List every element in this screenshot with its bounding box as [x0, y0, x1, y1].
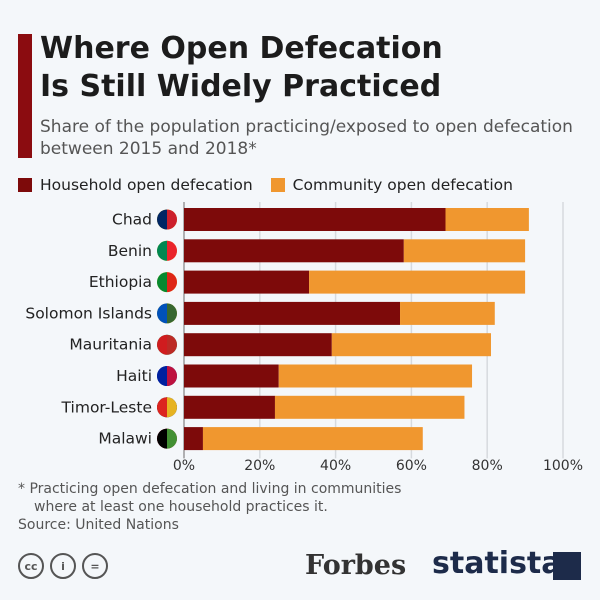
forbes-logo: Forbes — [305, 550, 407, 581]
category-label: Mauritania — [69, 336, 152, 354]
legend-label: Community open defecation — [292, 176, 513, 194]
bar-household — [184, 208, 446, 231]
chart-subtitle: Share of the population practicing/expos… — [40, 117, 573, 159]
bar-community — [278, 364, 473, 388]
bar-household — [184, 333, 332, 357]
bar-household — [184, 239, 404, 263]
source: Source: United Nations — [18, 517, 179, 533]
chart-title: Where Open Defecation Is Still Widely Pra… — [40, 31, 443, 104]
flag-icon-part — [157, 428, 167, 449]
x-tick-label: 80% — [472, 458, 503, 474]
license-icons: cc i = — [18, 553, 108, 579]
bar-household — [184, 301, 401, 325]
legend-label: Household open defecation — [40, 176, 253, 194]
cc-icon: cc — [18, 553, 44, 579]
bar-community — [274, 395, 465, 419]
flag-icon-part — [167, 272, 177, 293]
flag-icon-part — [167, 428, 177, 449]
bar-community — [400, 301, 495, 325]
category-label: Malawi — [98, 430, 152, 448]
legend-swatch — [270, 178, 285, 192]
flag-icon-part — [167, 397, 177, 418]
flag-icon-part — [157, 303, 167, 324]
category-label: Chad — [112, 211, 152, 229]
legend: Household open defecation Community open… — [18, 176, 513, 194]
x-tick-label: 60% — [396, 458, 427, 474]
category-label: Ethiopia — [89, 273, 152, 291]
flag-icon-part — [157, 366, 167, 386]
x-tick-label: 0% — [173, 458, 195, 474]
x-tick-label: 20% — [244, 458, 275, 474]
bar-household — [184, 364, 279, 388]
category-label: Haiti — [116, 367, 152, 385]
flag-icon-part — [167, 303, 177, 324]
legend-swatch — [18, 178, 32, 192]
bar-household — [184, 427, 203, 451]
flag-icon-part — [167, 366, 177, 386]
bar-household — [184, 270, 310, 294]
category-label: Benin — [108, 242, 152, 260]
bar-chart: 0% 20% 40% 60% 80% 100% Chad Benin Ethiopia Solom… — [25, 202, 583, 474]
by-icon: i — [50, 553, 76, 579]
category-label: Timor-Leste — [61, 398, 152, 416]
nd-icon: = — [82, 553, 108, 579]
flag-icon-part — [157, 397, 167, 418]
footnote: * Practicing open defecation and living … — [18, 481, 402, 515]
flag-icon-part — [167, 209, 177, 230]
statista-logo: statista — [432, 546, 562, 581]
category-label: Solomon Islands — [25, 304, 152, 322]
flag-icon-part — [157, 334, 167, 355]
bar-community — [445, 208, 529, 231]
flag-icon-part — [157, 272, 167, 293]
bar-household — [184, 395, 275, 419]
bar-community — [202, 427, 423, 451]
statista-logo-icon — [553, 552, 581, 580]
flag-icon-part — [167, 334, 177, 355]
legend-household: Household open defecation — [18, 176, 253, 194]
flag-icon-part — [167, 240, 177, 261]
flag-icon-part — [157, 209, 167, 230]
title-accent-bar — [18, 34, 32, 158]
legend-community: Community open defecation — [270, 176, 513, 194]
flag-icon-part — [157, 240, 167, 261]
x-tick-label: 40% — [320, 458, 351, 474]
bar-community — [403, 239, 526, 263]
bar-community — [331, 333, 491, 357]
x-tick-label: 100% — [543, 458, 583, 474]
bar-community — [309, 270, 526, 294]
